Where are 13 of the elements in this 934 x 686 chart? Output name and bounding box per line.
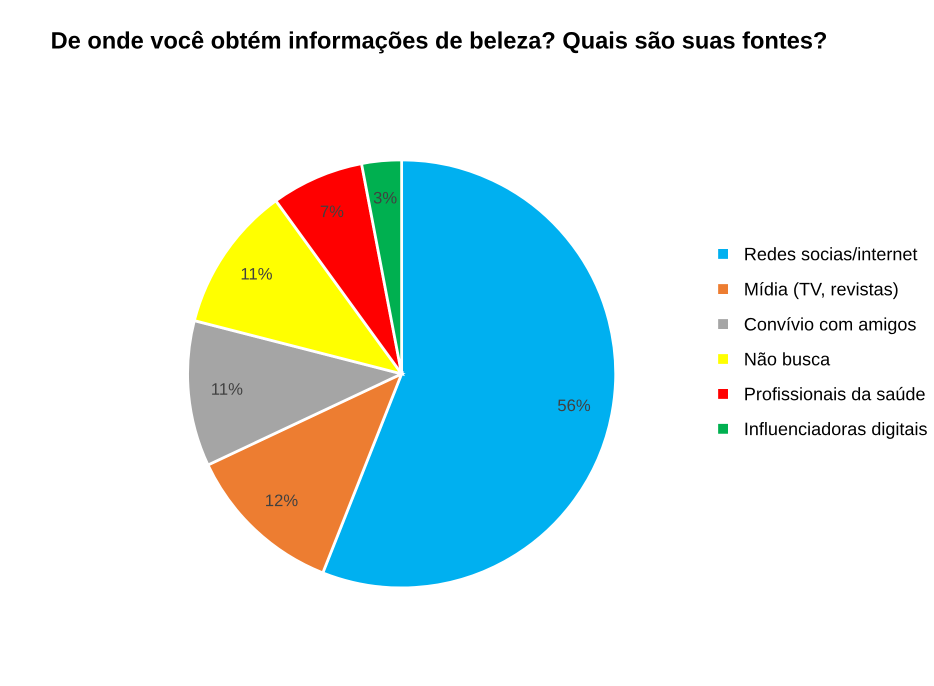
data-label: 11%	[212, 383, 242, 395]
legend-label: Influenciadoras digitais	[746, 422, 927, 439]
chart-title: De onde você obtém informações de beleza? Quais são suas fontes?	[52, 30, 826, 54]
legend-label: Mídia (TV, revistas)	[745, 282, 898, 300]
data-label: 3%	[374, 192, 397, 204]
legend-label: Redes socias/internet	[745, 247, 918, 260]
legend-label: Convívio com amigos	[744, 317, 916, 334]
data-label: 12%	[266, 494, 298, 506]
legend-label: Profissionais da saúde	[745, 386, 925, 400]
data-label: 56%	[558, 399, 590, 412]
data-label: 11%	[242, 268, 272, 280]
legend-label: Não busca	[745, 352, 830, 366]
data-label: 7%	[320, 206, 344, 218]
